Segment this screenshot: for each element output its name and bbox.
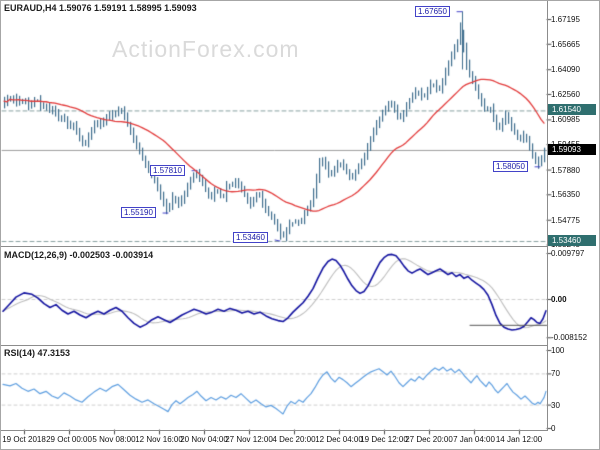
price-axis-border	[547, 0, 548, 431]
macd-tick-label: 0.00	[551, 295, 567, 304]
price-tick-label: 1.60985	[551, 115, 580, 125]
rsi-tick-label: 70	[551, 369, 560, 379]
time-axis-label: 27 Nov 12:00	[225, 435, 273, 444]
price-tick-label: 1.57880	[551, 165, 580, 175]
macd-tick-label: -0.008152	[551, 333, 588, 343]
time-axis-label: 29 Oct 00:00	[46, 435, 92, 444]
time-axis-label: 19 Oct 2018	[2, 435, 46, 444]
ohlc-header: EURAUD,H4 1.59076 1.59191 1.58995 1.5909…	[4, 3, 197, 13]
rsi-tick-label: 30	[551, 400, 560, 410]
time-axis-label: 27 Dec 20:00	[405, 435, 453, 444]
time-axis-label: 19 Dec 12:00	[360, 435, 408, 444]
time-axis-label: 12 Nov 16:00	[135, 435, 183, 444]
macd-header: MACD(12,26,9) -0.002503 -0.003914	[4, 250, 154, 260]
time-axis-label: 12 Dec 04:00	[315, 435, 363, 444]
price-callout[interactable]: 1.57810	[150, 164, 185, 176]
price-callout[interactable]: 1.58050	[493, 160, 528, 172]
macd-tick-label: 0.009797	[551, 249, 585, 258]
pane-divider-bottom	[0, 430, 548, 431]
rsi-tick-label: 100	[551, 346, 565, 355]
price-tick-label: 1.67195	[551, 15, 580, 25]
rsi-header: RSI(14) 47.3153	[4, 348, 71, 358]
price-tick-label: 1.64090	[551, 65, 580, 75]
time-axis-label: 7 Jan 04:00	[453, 435, 495, 444]
pane-divider-macd-rsi[interactable]	[0, 345, 548, 346]
rsi-tick-label: 0	[551, 424, 556, 433]
price-tick-label: 1.54775	[551, 215, 580, 225]
time-axis-label: 20 Nov 04:00	[180, 435, 228, 444]
price-tick-label: 1.62560	[551, 89, 580, 99]
price-tick-label: 1.65665	[551, 39, 580, 49]
time-axis-label: 5 Nov 08:00	[92, 435, 136, 444]
level-price-badge[interactable]: 1.61540	[548, 104, 596, 116]
time-axis-label: 4 Dec 20:00	[272, 435, 316, 444]
price-tick-label: 1.56350	[551, 190, 580, 200]
pane-divider-main-macd[interactable]	[0, 246, 548, 247]
price-callout[interactable]: 1.67650	[415, 5, 450, 17]
current-price-badge: 1.59093	[548, 143, 596, 155]
price-callout[interactable]: 1.53460	[233, 232, 268, 243]
price-callout[interactable]: 1.55190	[121, 207, 156, 219]
level-price-badge[interactable]: 1.53460	[548, 234, 596, 246]
time-axis-label: 14 Jan 12:00	[495, 435, 543, 444]
